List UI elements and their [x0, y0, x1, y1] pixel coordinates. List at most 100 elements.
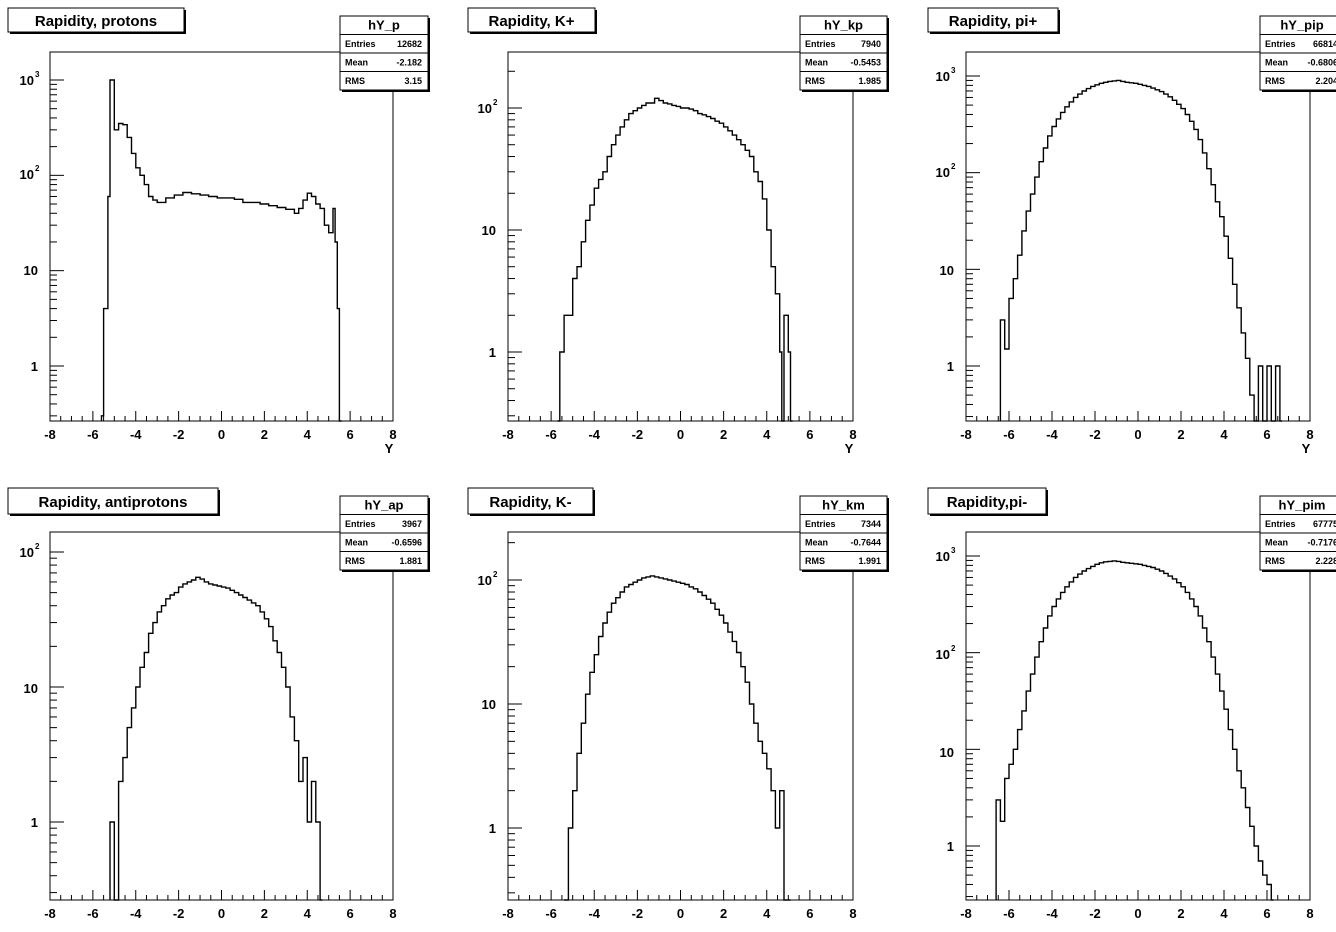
stats-mean-label: Mean — [1265, 537, 1288, 547]
x-tick-label: -6 — [87, 427, 99, 442]
x-tick-label: -6 — [87, 906, 99, 921]
stats-mean-label: Mean — [345, 57, 368, 67]
y-tick-exponent: 2 — [493, 570, 498, 579]
y-tick-exponent: 2 — [35, 542, 40, 551]
x-tick-label: 0 — [677, 427, 684, 442]
x-tick-label: 6 — [1263, 906, 1270, 921]
x-tick-label: 4 — [304, 906, 312, 921]
y-tick-label: 1 — [947, 839, 954, 854]
chart-title: Rapidity, K+ — [489, 13, 575, 30]
x-tick-label: 8 — [389, 906, 396, 921]
stats-entries-label: Entries — [805, 39, 836, 49]
title-box — [7, 487, 219, 515]
stats-rms-label: RMS — [1265, 76, 1285, 86]
stats-mean-value: -2.182 — [396, 57, 422, 67]
stats-box: hY_km Entries 7344 Mean -0.7644 RMS 1.991 — [799, 495, 889, 572]
stats-rms-value: 3.15 — [404, 76, 422, 86]
x-tick-label: -8 — [502, 906, 514, 921]
x-tick-label: 0 — [677, 906, 684, 921]
x-tick-label: 0 — [1134, 427, 1141, 442]
stats-box: hY_kp Entries 7940 Mean -0.5453 RMS 1.985 — [799, 15, 889, 92]
y-tick-exponent: 3 — [35, 70, 40, 79]
y-tick-label: 10 — [478, 101, 492, 116]
y-tick-label: 1 — [31, 359, 38, 374]
stats-mean-value: -0.6596 — [391, 537, 422, 547]
histogram-series-line — [999, 79, 1282, 422]
x-tick-label: -2 — [632, 427, 644, 442]
title-box — [927, 487, 1047, 515]
x-tick-label: 4 — [1220, 906, 1228, 921]
y-tick-label: 10 — [936, 165, 950, 180]
x-tick-label: 4 — [763, 906, 771, 921]
stats-mean-value: -0.7644 — [850, 537, 881, 547]
histogram-series-line — [995, 560, 1274, 901]
x-tick-label: -8 — [960, 906, 972, 921]
title-box — [467, 487, 594, 515]
stats-mean-value: -0.6806 — [1307, 57, 1336, 67]
x-tick-label: 6 — [806, 906, 813, 921]
stats-rms-value: 2.228 — [1315, 556, 1336, 566]
stats-entries-value: 12682 — [397, 39, 422, 49]
y-tick-label: 10 — [20, 167, 34, 182]
x-axis-label: Y — [845, 441, 854, 456]
x-tick-label: -4 — [1046, 906, 1058, 921]
x-tick-label: -4 — [588, 906, 600, 921]
y-tick-exponent: 2 — [951, 162, 956, 171]
x-axis-label: Y — [1302, 441, 1311, 456]
x-tick-label: -2 — [173, 906, 185, 921]
x-tick-label: -2 — [1089, 906, 1101, 921]
y-tick-label: 10 — [940, 745, 954, 760]
y-tick-label: 10 — [24, 263, 38, 278]
y-tick-label: 1 — [947, 359, 954, 374]
stats-histogram-name: hY_pip — [1280, 18, 1323, 33]
x-tick-label: -6 — [1003, 906, 1015, 921]
chart-title: Rapidity, K- — [489, 494, 571, 511]
histogram-series-line — [100, 79, 342, 422]
x-tick-label: 2 — [261, 427, 268, 442]
x-axis-label: Y — [385, 441, 394, 456]
title-box — [927, 7, 1059, 33]
x-tick-label: 8 — [1306, 906, 1313, 921]
x-tick-label: 2 — [1177, 906, 1184, 921]
y-tick-label: 1 — [31, 815, 38, 830]
stats-rms-label: RMS — [1265, 556, 1285, 566]
x-tick-label: 2 — [720, 906, 727, 921]
y-tick-label: 10 — [482, 223, 496, 238]
stats-histogram-name: hY_pim — [1279, 498, 1326, 513]
y-tick-label: 10 — [936, 549, 950, 564]
x-tick-label: -2 — [1089, 427, 1101, 442]
x-tick-label: -6 — [545, 906, 557, 921]
histogram-panel: -8 -6 -4 -2 0 2 4 6 810 310 2101Rapidity,pi-hY_pim… — [927, 487, 1336, 921]
stats-mean-label: Mean — [805, 57, 828, 67]
stats-box: hY_p Entries 12682 Mean -2.182 RMS 3.15 — [339, 15, 430, 92]
stats-mean-label: Mean — [805, 537, 828, 547]
y-tick-exponent: 3 — [951, 66, 956, 75]
y-tick-label: 10 — [936, 69, 950, 84]
stats-entries-value: 7344 — [861, 519, 881, 529]
stats-box: hY_pip Entries 66814 Mean -0.6806 RMS 2.204 — [1259, 15, 1336, 92]
x-tick-label: -2 — [632, 906, 644, 921]
stats-rms-value: 1.985 — [858, 76, 881, 86]
x-tick-label: -8 — [960, 427, 972, 442]
title-box — [7, 7, 185, 33]
y-tick-label: 1 — [489, 821, 496, 836]
x-tick-label: -4 — [1046, 427, 1058, 442]
stats-box: hY_pim Entries 67775 Mean -0.7176 RMS 2.228 — [1259, 495, 1336, 572]
stats-histogram-name: hY_kp — [824, 18, 863, 33]
stats-mean-label: Mean — [1265, 57, 1288, 67]
stats-histogram-name: hY_km — [822, 498, 865, 513]
x-tick-label: 6 — [1263, 427, 1270, 442]
x-tick-label: -8 — [44, 906, 56, 921]
histogram-series-line — [557, 97, 793, 422]
stats-rms-label: RMS — [345, 76, 365, 86]
y-tick-label: 1 — [489, 345, 496, 360]
x-tick-label: 8 — [849, 427, 856, 442]
stats-rms-label: RMS — [805, 76, 825, 86]
stats-entries-value: 3967 — [402, 519, 422, 529]
x-tick-label: 8 — [1306, 427, 1313, 442]
x-tick-label: -6 — [545, 427, 557, 442]
